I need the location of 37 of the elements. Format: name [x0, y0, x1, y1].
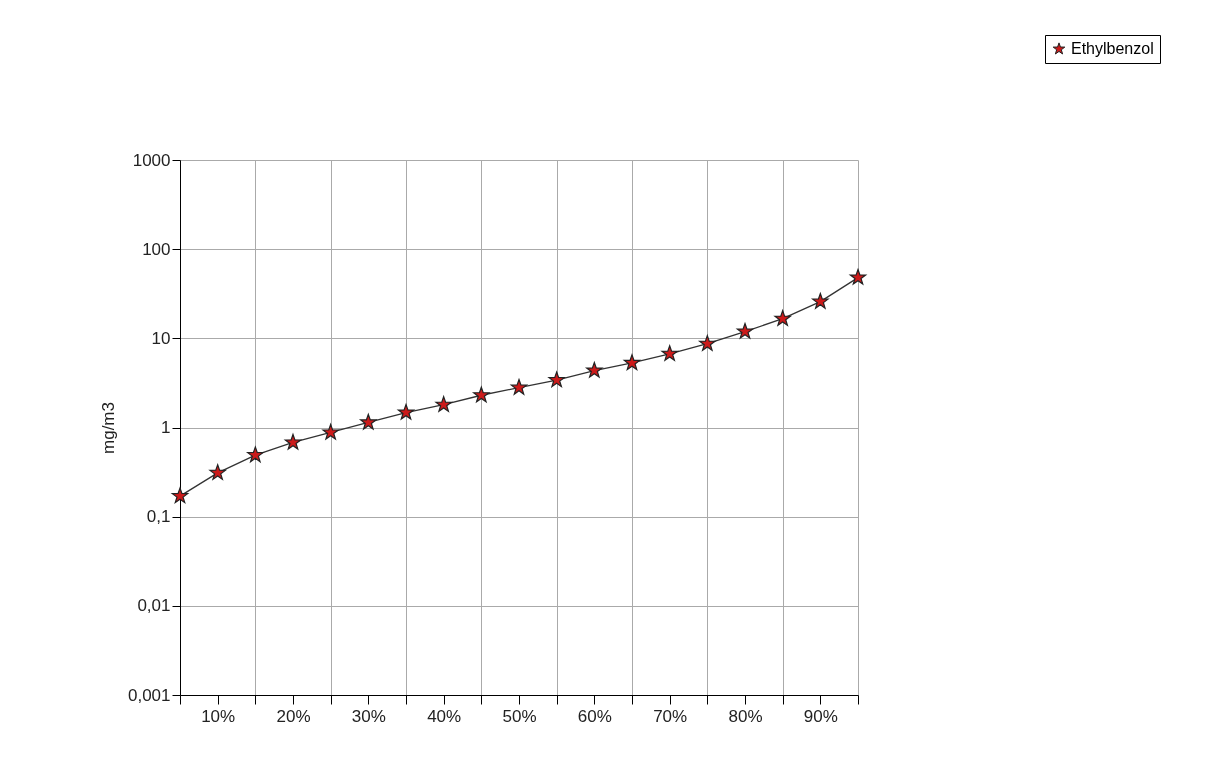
point [586, 361, 603, 378]
y-tick-label: 1000 [132, 150, 171, 170]
point [435, 396, 452, 412]
point [397, 403, 415, 420]
point [661, 345, 678, 361]
point [548, 371, 565, 388]
point [473, 386, 490, 403]
x-tick-label: 60% [577, 706, 612, 726]
point [736, 322, 754, 339]
y-axis-title: mg/m3 [98, 402, 118, 454]
x-tick-label: 30% [351, 706, 386, 726]
y-tick-label: 100 [142, 239, 171, 259]
point [247, 446, 264, 463]
x-tick-label: 70% [653, 706, 688, 726]
y-tick-label: 0,001 [127, 685, 171, 705]
y-tick-label: 0,1 [146, 507, 171, 527]
x-tick-label: 40% [427, 706, 462, 726]
legend-label: Ethylbenzol [1071, 40, 1154, 57]
point [774, 310, 791, 326]
point [360, 413, 377, 430]
point [171, 487, 189, 504]
x-tick-label: 20% [276, 706, 311, 726]
x-tick-label: 90% [803, 706, 838, 726]
point [849, 268, 867, 285]
point [699, 335, 716, 351]
point [284, 433, 302, 450]
x-tick-label: 50% [502, 706, 537, 726]
x-tick-label: 10% [201, 706, 236, 726]
point [209, 464, 226, 480]
point [510, 378, 528, 395]
point [812, 292, 829, 309]
y-tick-label: 10 [151, 328, 171, 348]
y-tick-label: 1 [161, 418, 171, 437]
y-tick-label: 0,01 [137, 596, 171, 616]
point [623, 354, 641, 371]
point [322, 423, 339, 440]
x-tick-label: 80% [728, 706, 763, 726]
